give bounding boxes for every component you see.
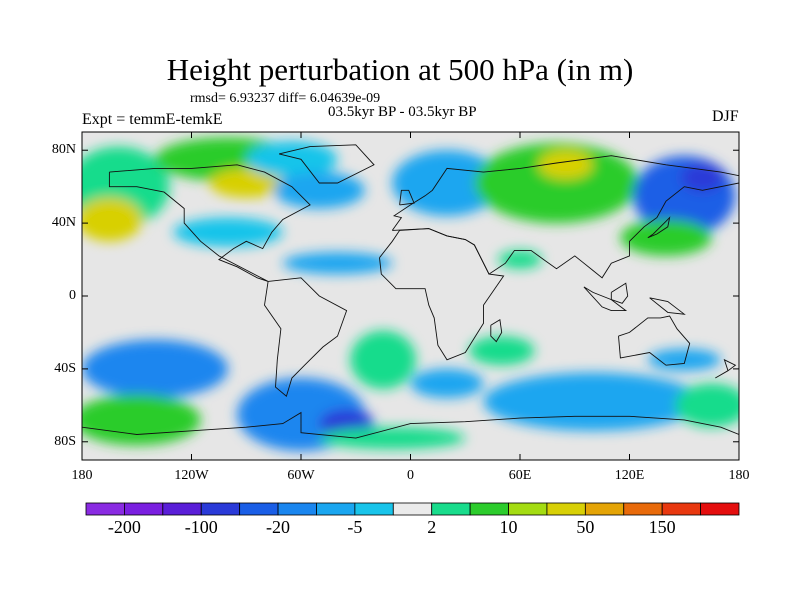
colorbar-label: 150 [648,517,676,537]
coastlines [82,144,739,439]
coastline-13 [715,358,737,379]
y-tick-label: 80S [54,433,76,449]
x-tick-label: 180 [728,468,750,483]
colorbar-box-0 [85,502,125,516]
field-anomaly-6 [173,217,283,247]
y-tick-label: 80N [51,142,76,158]
experiment-label: Expt = temmE-temkE [82,111,223,128]
x-tick-label: 60E [508,468,532,483]
coastline-8 [610,282,629,304]
stats-text: rmsd= 6.93237 diff= 6.04639e-09 [190,91,381,106]
field-anomaly-22 [483,372,703,431]
x-tick-label: 60W [287,468,315,483]
coastline-1 [278,144,375,184]
coastline-4 [379,228,505,361]
field-anomaly-5 [273,172,365,209]
colorbar-box-5 [277,502,317,516]
colorbar-box-1 [124,502,164,516]
y-tick-label: 40S [54,360,76,376]
colorbar-label: -5 [347,517,363,537]
coastline-6 [618,315,691,366]
colorbar-box-10 [469,502,509,516]
colorbar-box-14 [623,502,663,516]
coastline-12 [82,411,739,439]
field-anomaly-25 [319,427,466,450]
colorbar-box-6 [316,502,356,516]
field-anomaly-13 [620,219,712,256]
field-anomaly-16 [82,394,201,446]
colorbar-label: 50 [576,517,595,537]
x-tick-label: 120W [174,468,209,483]
colorbar-label: 2 [427,517,437,537]
field-anomaly-15 [82,339,228,399]
x-tick-label: 0 [407,468,414,483]
y-tick-label: 40N [51,215,76,231]
colorbar-box-4 [239,502,279,516]
plot-title: Height perturbation at 500 hPa (in m) [166,52,634,87]
field-anomaly-10 [538,150,593,180]
axis-ticks [81,132,740,460]
coastline-10 [647,216,671,239]
coastline-9 [649,297,686,315]
colorbar-label: 10 [499,517,518,537]
field-anomaly-3 [209,168,283,198]
colorbar-box-16 [700,502,740,516]
colorbar-box-9 [431,502,471,516]
x-tick-label: 120E [614,468,645,483]
field-anomaly-20 [410,368,484,399]
field-anomaly-1 [82,197,143,242]
colorbar-label: -200 [107,517,141,537]
height-field [82,132,739,460]
colorbar-box-13 [584,502,625,516]
coastline-11 [399,189,415,206]
field-anomaly-14 [498,250,542,269]
colorbar [85,502,740,516]
period-label: 03.5kyr BP - 03.5kyr BP [328,104,477,120]
colorbar-box-11 [508,502,548,516]
colorbar-label: -100 [184,517,218,537]
field-anomaly-24 [675,383,739,428]
field-anomaly-19 [350,330,416,389]
colorbar-box-15 [661,502,701,516]
colorbar-label: -20 [266,517,291,537]
colorbar-box-7 [354,502,394,516]
coastline-7 [583,286,628,312]
colorbar-box-2 [162,502,202,516]
season-label: DJF [712,108,739,125]
coastline-0 [108,164,311,282]
colorbar-box-8 [392,502,433,516]
y-tick-label: 0 [69,288,76,303]
x-tick-label: 180 [71,468,93,483]
colorbar-box-12 [546,502,586,516]
colorbar-box-3 [200,502,241,516]
coastline-3 [391,155,739,279]
field-anomaly-7 [282,252,393,275]
coastline-5 [490,318,503,343]
field-anomaly-9 [474,142,639,224]
field-anomaly-12 [680,162,725,193]
field-anomaly-21 [468,336,535,366]
coastline-2 [264,277,348,397]
field-anomaly-4 [246,141,338,178]
